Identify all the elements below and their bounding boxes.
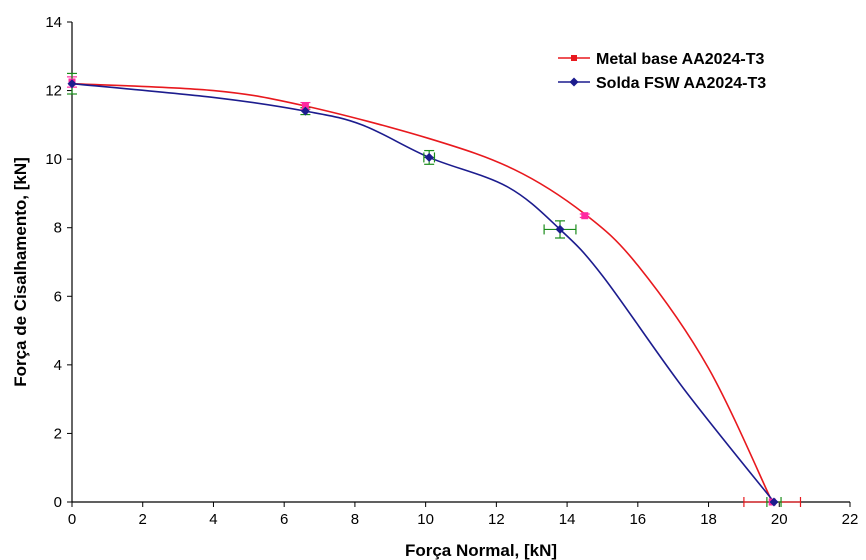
metal-base-point <box>301 102 309 110</box>
x-axis-title: Força Normal, [kN] <box>405 541 557 560</box>
y-tick-label: 6 <box>54 288 62 305</box>
x-tick-label: 16 <box>629 511 646 528</box>
y-tick-label: 0 <box>54 494 62 511</box>
solda-fsw-point <box>769 497 779 507</box>
legend: Metal base AA2024-T3 Solda FSW AA2024-T3 <box>558 51 766 92</box>
x-tick-label: 4 <box>209 511 217 528</box>
legend-solda-fsw-marker <box>569 77 579 87</box>
solda-fsw-point <box>555 224 565 234</box>
solda-fsw-point <box>300 106 310 116</box>
axes: 0 2 4 6 8 10 12 14 16 18 20 22 0 2 4 6 8 10 12 14 <box>45 14 858 528</box>
metal-base-point <box>581 212 589 220</box>
x-tick-label: 20 <box>771 511 788 528</box>
y-tick-label: 8 <box>54 220 62 237</box>
x-tick-label: 14 <box>559 511 576 528</box>
legend-metal-base-label: Metal base AA2024-T3 <box>596 51 764 68</box>
y-tick-label: 10 <box>45 151 62 168</box>
y-tick-label: 14 <box>45 14 62 31</box>
x-tick-label: 8 <box>351 511 359 528</box>
y-tick-label: 12 <box>45 83 62 100</box>
y-tick-label: 4 <box>54 357 62 374</box>
x-tick-label: 10 <box>417 511 434 528</box>
solda-fsw-point <box>424 152 434 162</box>
y-tick-label: 2 <box>54 425 62 442</box>
solda-fsw-point <box>67 79 77 89</box>
series-layer <box>71 82 775 503</box>
x-tick-label: 22 <box>842 511 859 528</box>
x-tick-label: 6 <box>280 511 288 528</box>
x-tick-label: 18 <box>700 511 717 528</box>
errorbar-layer <box>67 72 802 507</box>
solda-fsw-line <box>71 82 775 503</box>
x-tick-label: 2 <box>139 511 147 528</box>
x-tick-label: 12 <box>488 511 505 528</box>
marker-layer <box>67 78 779 507</box>
legend-metal-base-marker <box>571 55 577 61</box>
x-tick-label: 0 <box>68 511 76 528</box>
legend-solda-fsw-label: Solda FSW AA2024-T3 <box>596 75 766 92</box>
y-axis-title: Força de Cisalhamento, [kN] <box>11 157 30 387</box>
metal-base-line <box>71 82 773 503</box>
